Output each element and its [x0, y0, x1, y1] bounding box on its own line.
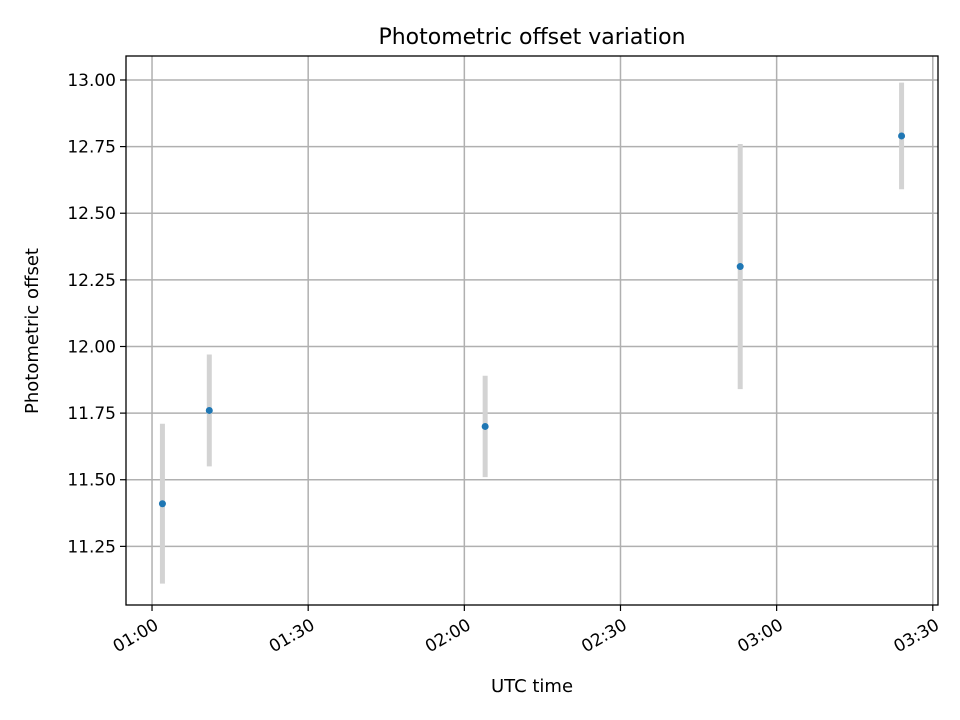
y-tick-label: 12.00 [67, 337, 116, 357]
data-point [481, 422, 489, 430]
data-point [205, 406, 213, 414]
chart-title: Photometric offset variation [378, 25, 685, 50]
y-axis-title: Photometric offset [22, 248, 43, 414]
data-point [736, 263, 744, 271]
data-point [898, 132, 906, 140]
y-tick-label: 12.25 [67, 271, 116, 291]
data-points [158, 132, 906, 508]
y-tick-label: 11.75 [67, 404, 116, 424]
y-tick-label: 12.75 [67, 138, 116, 158]
data-point [158, 500, 166, 508]
y-tick-label: 11.50 [67, 471, 116, 491]
y-tick-label: 11.25 [67, 537, 116, 557]
y-tick-label: 12.50 [67, 204, 116, 224]
grid [126, 56, 938, 605]
y-tick-label: 13.00 [67, 71, 116, 91]
x-axis-title: UTC time [491, 676, 573, 697]
plot-area [125, 55, 939, 606]
